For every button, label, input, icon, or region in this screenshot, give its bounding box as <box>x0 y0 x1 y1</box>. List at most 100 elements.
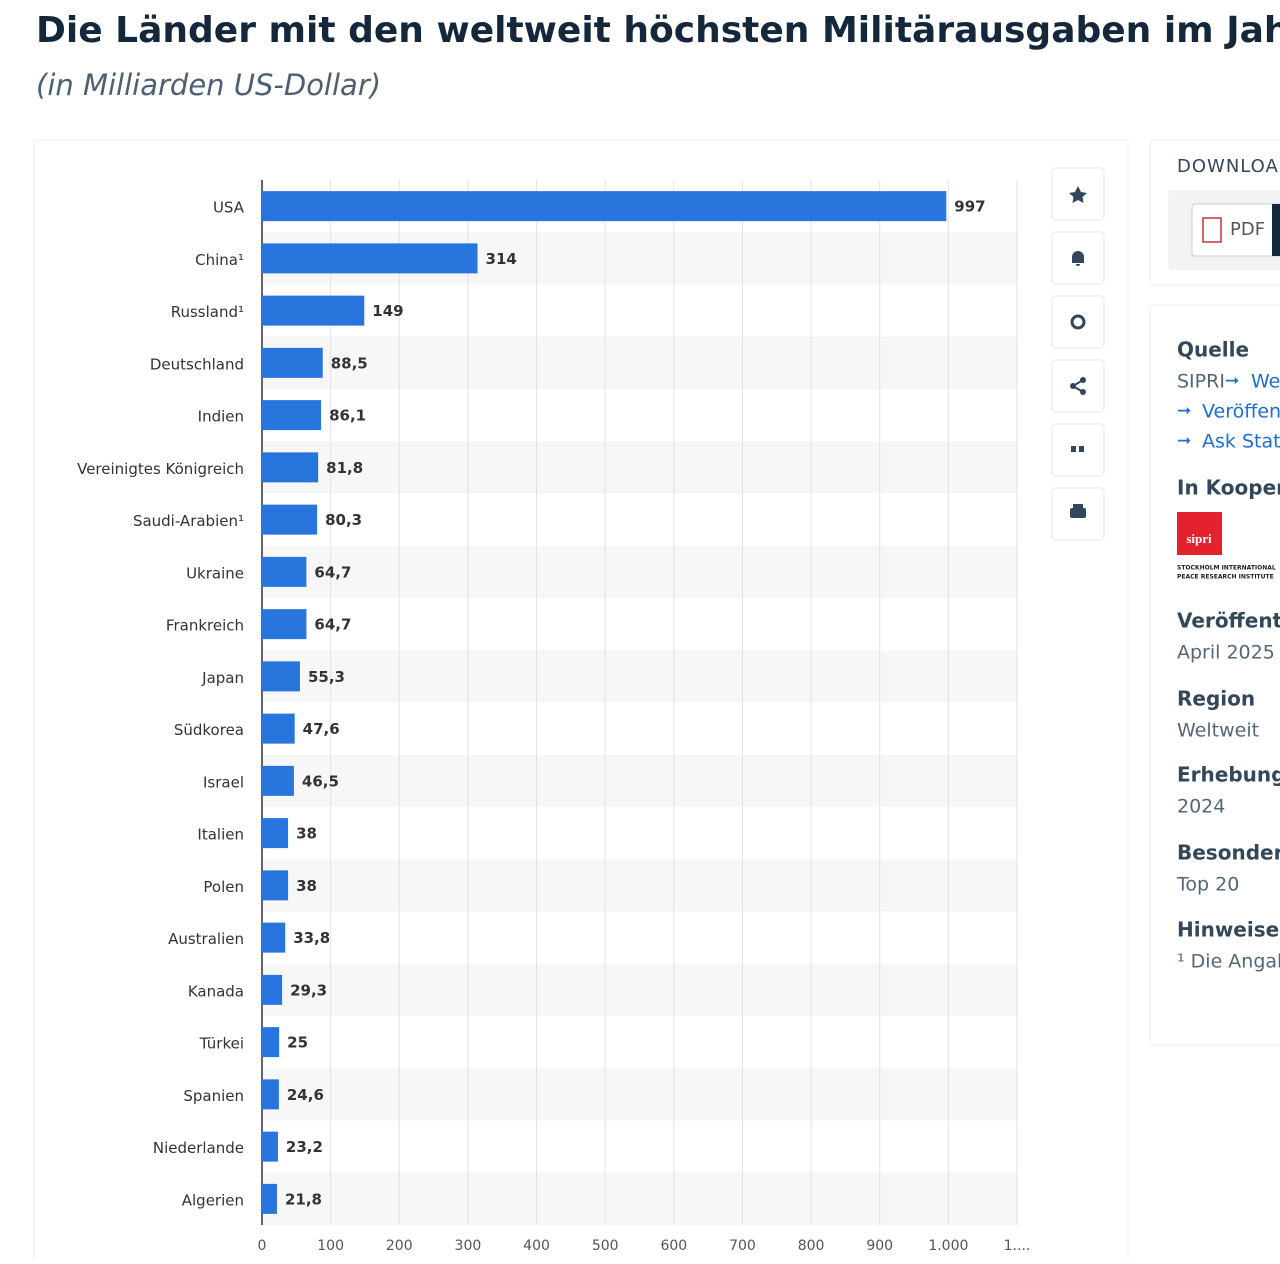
value-label: 64,7 <box>314 616 351 634</box>
region-value: Weltweit <box>1177 720 1259 742</box>
x-tick-label: 100 <box>317 1238 344 1254</box>
row-stripe <box>262 1172 1017 1225</box>
bar <box>262 1079 279 1110</box>
category-label: Indien <box>198 408 244 426</box>
value-label: 38 <box>296 825 317 843</box>
value-label: 23,2 <box>286 1138 323 1156</box>
category-label: Ukraine <box>186 564 244 582</box>
value-label: 88,5 <box>331 354 368 372</box>
row-stripe <box>262 963 1017 1016</box>
x-tick-label: 1.000 <box>928 1238 968 1254</box>
arrow: ➞ <box>1177 431 1191 451</box>
source-heading: Quelle <box>1177 338 1249 362</box>
bar <box>262 452 319 483</box>
category-label: Russland¹ <box>171 303 244 321</box>
share-button[interactable] <box>1051 359 1105 413</box>
category-label: China¹ <box>195 251 244 269</box>
pdf-label: PDF <box>1230 219 1265 240</box>
source-link[interactable]: Ask Statis <box>1202 431 1280 453</box>
bar <box>262 191 947 222</box>
logo-line: PEACE RESEARCH INSTITUTE <box>1177 574 1274 581</box>
value-label: 86,1 <box>329 407 366 425</box>
bar <box>262 295 365 326</box>
value-label: 24,6 <box>287 1086 324 1104</box>
category-label: Niederlande <box>153 1139 244 1157</box>
value-label: 55,3 <box>308 668 345 686</box>
value-label: 29,3 <box>290 981 327 999</box>
value-label: 47,6 <box>303 720 340 738</box>
x-tick-label: 200 <box>386 1238 413 1254</box>
x-tick-label: 300 <box>455 1238 482 1254</box>
settings-button[interactable] <box>1051 295 1105 349</box>
value-label: 314 <box>486 250 517 268</box>
category-label: Spanien <box>183 1087 244 1105</box>
value-label: 64,7 <box>314 563 351 581</box>
x-tick-label: 0 <box>258 1238 267 1254</box>
x-tick-label: 400 <box>523 1238 550 1254</box>
bar <box>262 974 283 1005</box>
value-label: 21,8 <box>285 1190 322 1208</box>
survey-value: 2024 <box>1177 796 1225 818</box>
category-label: Vereinigtes Königreich <box>77 460 244 478</box>
bar <box>262 347 323 378</box>
category-label: Polen <box>203 878 244 896</box>
special-heading: Besondere <box>1177 841 1280 865</box>
bar <box>262 661 300 692</box>
arrow: ➞ <box>1177 401 1191 421</box>
bar <box>262 713 295 744</box>
arrow: ➞ <box>1225 371 1239 391</box>
bar <box>262 504 318 535</box>
x-tick-label: 800 <box>798 1238 825 1254</box>
page-subtitle: (in Milliarden US-Dollar) <box>36 68 381 102</box>
plot: 0 100 200 300 400 500 600 700 800 900 1.000 1.... US… <box>77 180 1030 1254</box>
survey-heading: Erhebungs <box>1177 763 1280 787</box>
notes-value: ¹ Die Angab <box>1177 951 1280 973</box>
published-value: April 2025 <box>1177 642 1275 664</box>
row-stripe <box>262 441 1017 494</box>
value-label: 33,8 <box>293 929 330 947</box>
row-stripe <box>262 754 1017 807</box>
pdf-button[interactable]: PDF <box>1191 203 1280 257</box>
value-label: 81,8 <box>326 459 363 477</box>
print-button[interactable] <box>1051 487 1105 541</box>
category-label: Kanada <box>188 982 244 1000</box>
favorite-button[interactable] <box>1051 167 1105 221</box>
x-tick-label: 900 <box>866 1238 893 1254</box>
category-label: USA <box>213 199 245 217</box>
x-tick-label: 600 <box>660 1238 687 1254</box>
bar <box>262 556 307 587</box>
toolbar <box>1051 167 1105 541</box>
logo-line: STOCKHOLM INTERNATIONAL <box>1177 565 1276 572</box>
row-stripe <box>262 650 1017 703</box>
x-tick-label: 1.... <box>1004 1238 1031 1254</box>
bar <box>262 243 478 274</box>
source-link[interactable]: We <box>1251 371 1280 393</box>
category-label: Saudi-Arabien¹ <box>133 512 244 530</box>
bar <box>262 609 307 640</box>
category-label: Italien <box>197 826 244 844</box>
category-label: Südkorea <box>174 721 244 739</box>
row-stripe <box>262 545 1017 598</box>
value-label: 149 <box>372 302 403 320</box>
published-heading: Veröffentl <box>1177 609 1280 633</box>
category-label: Australien <box>168 930 244 948</box>
bar <box>262 818 289 849</box>
region-heading: Region <box>1177 687 1255 711</box>
alert-button[interactable] <box>1051 231 1105 285</box>
source-link[interactable]: Veröffen <box>1202 401 1280 423</box>
bar <box>262 870 289 901</box>
category-label: Japan <box>201 669 244 687</box>
bar <box>262 1183 277 1214</box>
info-card <box>1149 304 1280 1046</box>
coop-heading: In Kooper <box>1177 476 1280 500</box>
bar <box>262 922 286 953</box>
category-label: Türkei <box>199 1035 244 1053</box>
value-label: 997 <box>954 198 985 216</box>
x-tick-label: 500 <box>592 1238 619 1254</box>
cite-button[interactable] <box>1051 423 1105 477</box>
category-label: Algerien <box>182 1191 244 1209</box>
page-title: Die Länder mit den weltweit höchsten Mil… <box>36 10 1280 51</box>
logo-text: sipri <box>1186 531 1212 546</box>
sipri-logo <box>1177 512 1222 555</box>
